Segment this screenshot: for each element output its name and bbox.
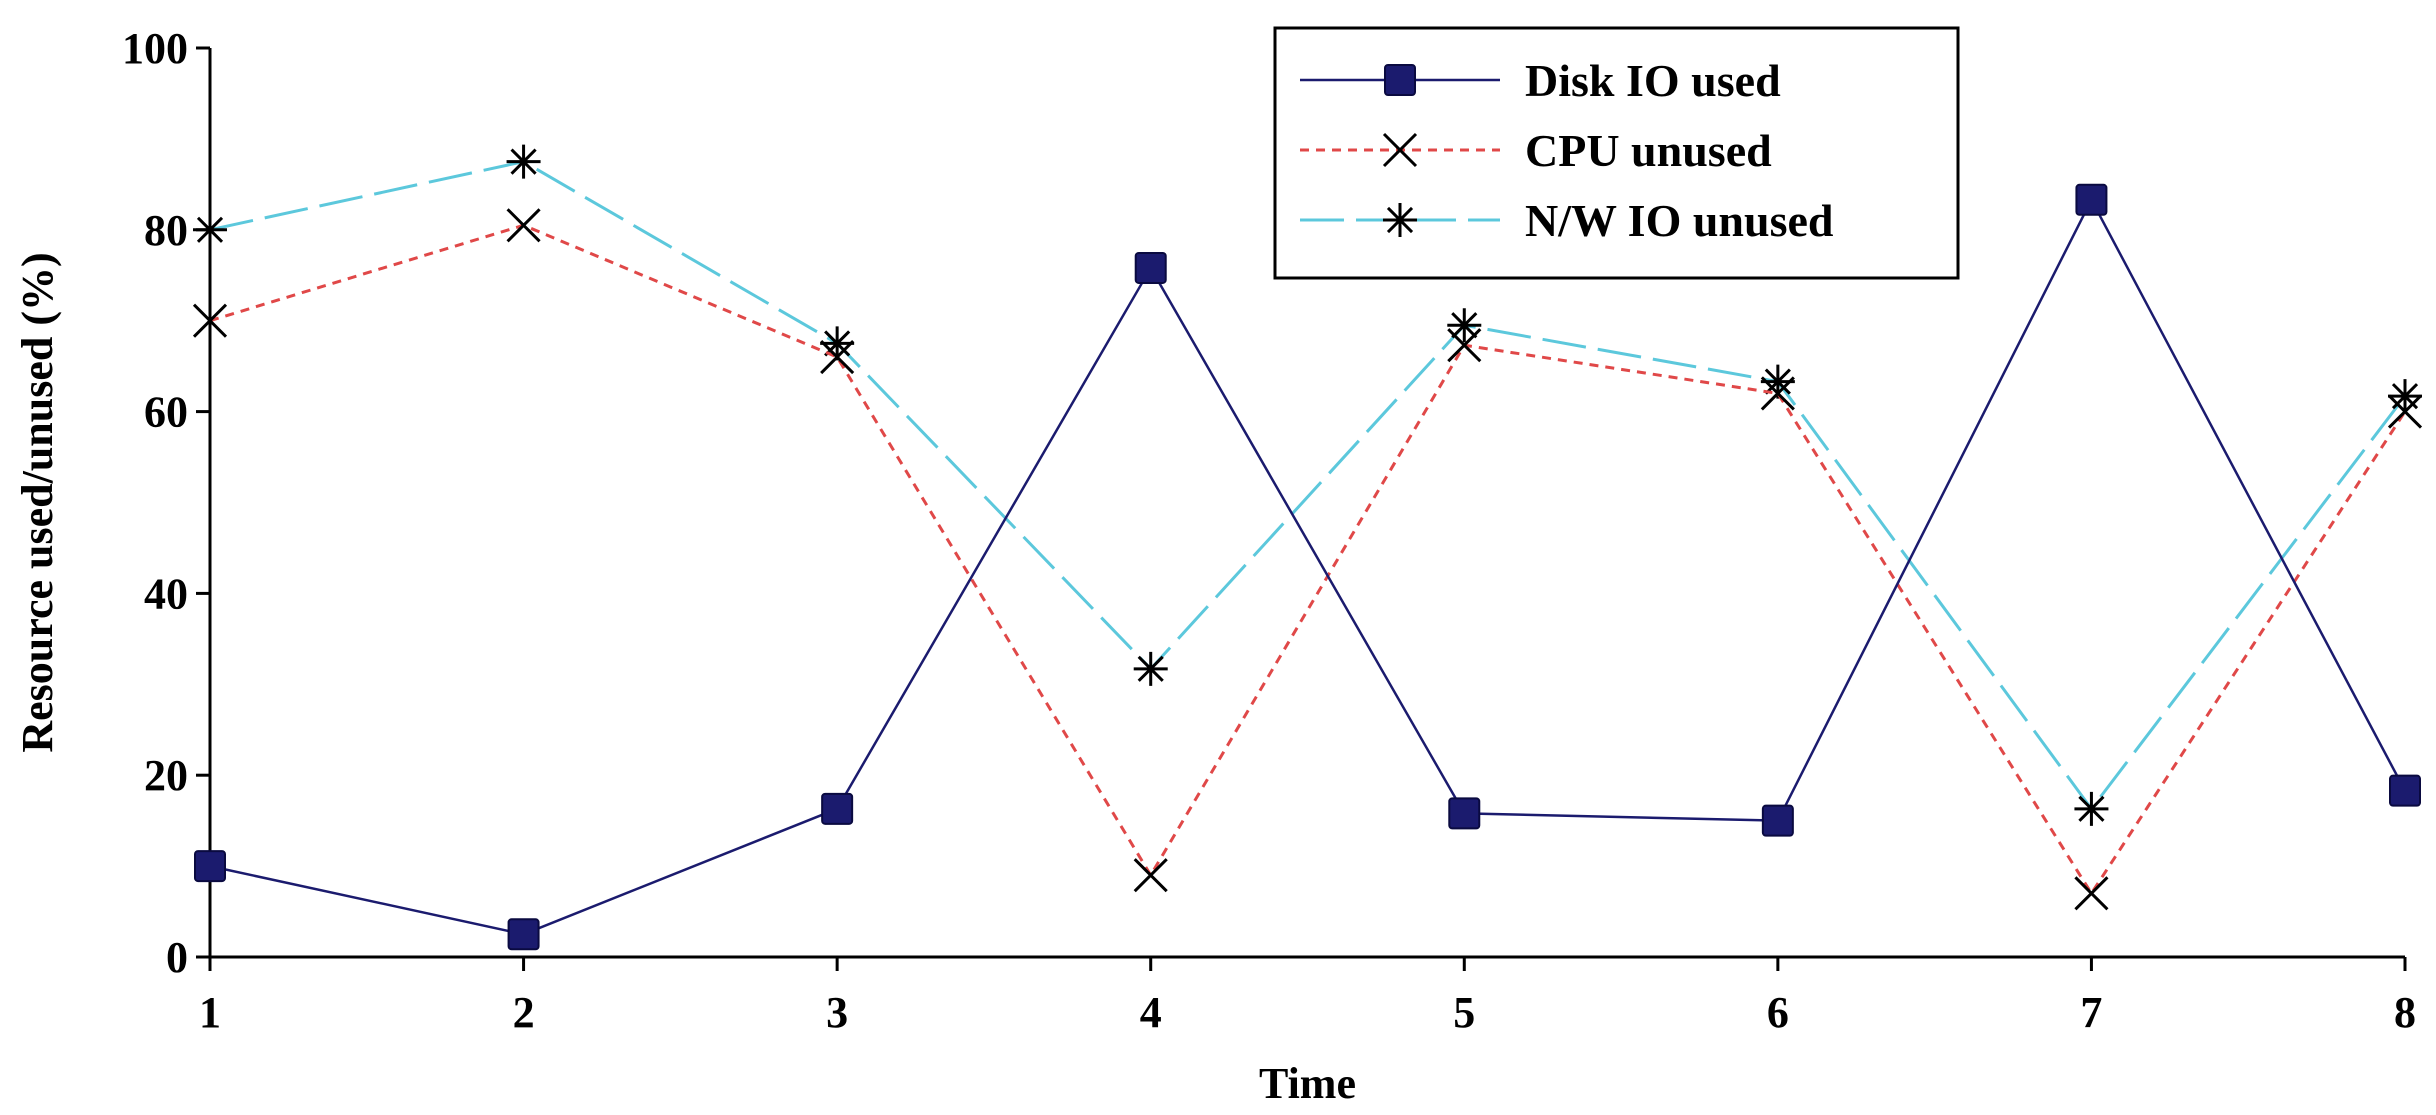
data-point — [2389, 774, 2421, 807]
data-point — [1133, 651, 1168, 686]
x-tick-label: 1 — [199, 988, 221, 1037]
data-point — [820, 326, 855, 361]
data-point — [2387, 394, 2423, 429]
y-axis-title: Resource used/unused (%) — [13, 252, 62, 752]
data-point — [192, 303, 228, 338]
axes: 0 20 40 60 80 100 1 2 3 4 5 6 7 8 — [122, 24, 2416, 1037]
data-point — [1447, 308, 1482, 343]
legend-marker — [1382, 132, 1418, 168]
data-point — [193, 212, 227, 247]
data-point — [194, 850, 226, 883]
y-tick-label: 0 — [166, 933, 188, 982]
data-point — [2075, 183, 2108, 216]
series-layer — [192, 144, 2423, 951]
y-tick-label: 80 — [144, 206, 188, 255]
x-tick-label: 3 — [826, 988, 848, 1037]
x-tick-label: 7 — [2080, 988, 2102, 1037]
data-point — [821, 792, 854, 825]
data-point — [2074, 791, 2109, 826]
y-tick-label: 20 — [144, 751, 188, 800]
data-point — [820, 339, 855, 375]
x-axis-title: Time — [1259, 1059, 1356, 1108]
data-point — [1133, 858, 1168, 893]
legend-label: CPU unused — [1525, 125, 1772, 176]
data-point — [1448, 797, 1481, 830]
x-tick-label: 2 — [513, 988, 535, 1037]
legend-label: Disk IO used — [1525, 55, 1781, 106]
data-point — [1760, 376, 1795, 411]
data-point — [1761, 804, 1794, 837]
data-point — [507, 918, 540, 951]
series-line — [209, 197, 2407, 936]
data-point — [1134, 251, 1167, 284]
x-tick-label: 4 — [1140, 988, 1162, 1037]
data-point — [1760, 364, 1795, 399]
x-tick-label: 5 — [1453, 988, 1475, 1037]
series-n-w-io-unused — [193, 144, 2422, 826]
x-tick-label: 8 — [2394, 988, 2416, 1037]
legend-marker — [1383, 203, 1417, 237]
series-disk-io-used — [194, 183, 2421, 951]
series-cpu-unused — [192, 208, 2423, 911]
data-point — [1447, 328, 1482, 363]
x-tick-label: 6 — [1767, 988, 1789, 1037]
legend: Disk IO used CPU unused N/W IO unused — [1273, 26, 1960, 280]
y-tick-label: 40 — [144, 569, 188, 618]
y-tick-label: 100 — [122, 24, 188, 73]
legend-marker — [1384, 64, 1416, 96]
data-point — [506, 208, 541, 243]
legend-label: N/W IO unused — [1525, 195, 1834, 246]
y-tick-label: 60 — [144, 388, 188, 437]
series-line — [209, 223, 2407, 897]
series-line — [209, 160, 2407, 812]
data-point — [2388, 379, 2422, 414]
data-point — [2074, 876, 2109, 911]
data-point — [506, 144, 541, 179]
